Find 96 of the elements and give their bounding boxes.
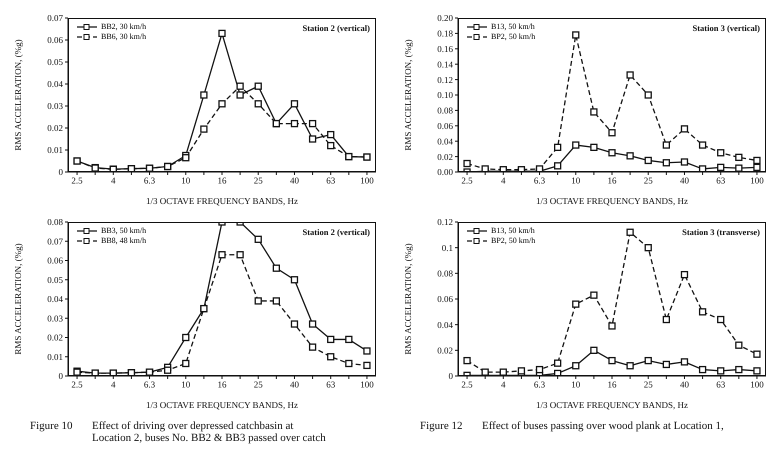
- x-tick-label: 63: [326, 175, 336, 186]
- x-tick-label: 25: [254, 175, 264, 186]
- y-tick-label: 0.1: [442, 242, 453, 253]
- y-tick-label: 0.07: [47, 236, 64, 246]
- caption: Figure 10: [30, 420, 74, 434]
- y-axis-title: RMS ACCELERATION, (%g): [13, 39, 24, 151]
- y-tick-label: 0: [448, 371, 454, 382]
- annotation: Station 2 (vertical): [302, 227, 370, 237]
- x-tick-label: 63: [326, 379, 336, 390]
- y-tick-label: 0.02: [47, 123, 63, 134]
- x-tick-label: 4: [501, 175, 506, 186]
- y-tick-label: 0.03: [47, 101, 64, 112]
- x-tick-label: 6.3: [534, 379, 546, 390]
- y-axis-title: RMS ACCELERATION, (%g): [13, 243, 24, 355]
- y-tick-label: 0.05: [47, 274, 64, 285]
- y-tick-label: 0.12: [437, 217, 453, 228]
- x-tick-label: 100: [360, 379, 374, 390]
- y-tick-label: 0.00: [437, 167, 454, 178]
- x-tick-label: 10: [571, 175, 581, 186]
- y-tick-label: 0.02: [47, 332, 63, 343]
- x-tick-label: 10: [181, 379, 191, 390]
- x-tick-label: 4: [111, 379, 116, 390]
- x-tick-label: 10: [181, 175, 191, 186]
- y-tick-label: 0.04: [437, 136, 454, 146]
- x-tick-label: 40: [680, 175, 690, 186]
- x-axis-title: 1/3 OCTAVE FREQUENCY BANDS, Hz: [536, 400, 688, 410]
- caption: Figure 12: [420, 420, 464, 432]
- y-tick-label: 0.02: [437, 152, 453, 162]
- y-tick-label: 0.04: [47, 79, 64, 90]
- x-tick-label: 16: [218, 379, 227, 390]
- y-tick-label: 0.12: [437, 74, 453, 85]
- annotation: Station 3 (vertical): [692, 23, 760, 33]
- x-tick-label: 63: [716, 175, 726, 186]
- x-tick-label: 6.3: [144, 175, 156, 186]
- x-tick-label: 63: [716, 379, 726, 390]
- legend-label: BP2, 50 km/h: [491, 32, 536, 42]
- y-tick-label: 0.18: [437, 28, 454, 39]
- x-tick-label: 4: [111, 175, 116, 186]
- x-tick-label: 2.5: [461, 379, 474, 390]
- annotation: Station 2 (vertical): [302, 23, 370, 33]
- annotation: Station 3 (transverse): [682, 227, 760, 237]
- x-tick-label: 2.5: [71, 175, 84, 186]
- x-tick-label: 100: [750, 379, 764, 390]
- y-tick-label: 0.05: [47, 57, 64, 68]
- y-tick-label: 0.16: [437, 44, 454, 54]
- x-tick-label: 40: [290, 379, 300, 390]
- y-axis-title: RMS ACCELERATION, (%g): [403, 243, 414, 355]
- y-tick-label: 0.04: [47, 294, 64, 304]
- text: Location 2, buses No. BB2 & BB3 passed over catch: [92, 432, 326, 444]
- legend-label: BB8, 48 km/h: [101, 236, 146, 246]
- x-tick-label: 6.3: [534, 175, 546, 186]
- x-tick-label: 10: [571, 379, 581, 390]
- legend-label: BB2, 30 km/h: [101, 22, 146, 32]
- x-axis-title: 1/3 OCTAVE FREQUENCY BANDS, Hz: [146, 196, 298, 206]
- y-tick-label: 0.14: [437, 59, 454, 70]
- x-tick-label: 25: [644, 379, 654, 390]
- y-tick-label: 0.01: [47, 352, 63, 362]
- y-tick-label: 0.04: [437, 320, 454, 330]
- x-axis-title: 1/3 OCTAVE FREQUENCY BANDS, Hz: [536, 196, 688, 206]
- x-tick-label: 16: [608, 379, 617, 390]
- legend-label: BB6, 30 km/h: [101, 32, 146, 42]
- x-tick-label: 40: [290, 175, 300, 186]
- x-tick-label: 2.5: [71, 379, 84, 390]
- y-tick-label: 0: [58, 371, 64, 382]
- y-tick-label: 0.20: [437, 13, 454, 24]
- y-tick-label: 0.06: [47, 35, 64, 46]
- y-tick-label: 0.02: [437, 346, 453, 356]
- x-tick-label: 16: [608, 175, 617, 186]
- y-tick-label: 0.06: [47, 256, 64, 266]
- y-tick-label: 0.10: [437, 90, 454, 100]
- text: Effect of driving over depressed catchbasin at: [92, 420, 294, 432]
- x-tick-label: 100: [360, 175, 374, 186]
- y-tick-label: 0.06: [437, 120, 454, 131]
- x-tick-label: 2.5: [461, 175, 474, 186]
- x-tick-label: 100: [750, 175, 764, 186]
- y-axis-title: RMS ACCELERATION, (%g): [403, 39, 414, 151]
- text: Effect of buses passing over wood plank at Location 1,: [482, 420, 724, 432]
- legend-label: B13, 50 km/h: [491, 22, 535, 32]
- x-axis-title: 1/3 OCTAVE FREQUENCY BANDS, Hz: [146, 400, 298, 410]
- y-tick-label: 0.08: [47, 217, 64, 228]
- y-tick-label: 0: [58, 167, 64, 178]
- y-tick-label: 0.08: [437, 268, 454, 279]
- legend-label: BB3, 50 km/h: [101, 226, 146, 236]
- legend-label: BP2, 50 km/h: [491, 236, 536, 246]
- y-tick-label: 0.03: [47, 313, 64, 324]
- y-tick-label: 0.07: [47, 13, 64, 24]
- x-tick-label: 6.3: [144, 379, 156, 390]
- x-tick-label: 40: [680, 379, 690, 390]
- x-tick-label: 16: [218, 175, 227, 186]
- y-tick-label: 0.06: [437, 294, 454, 304]
- x-tick-label: 25: [254, 379, 264, 390]
- x-tick-label: 4: [501, 379, 506, 390]
- y-tick-label: 0.01: [47, 145, 63, 156]
- x-tick-label: 25: [644, 175, 654, 186]
- legend-label: B13, 50 km/h: [491, 226, 535, 236]
- y-tick-label: 0.08: [437, 106, 454, 116]
